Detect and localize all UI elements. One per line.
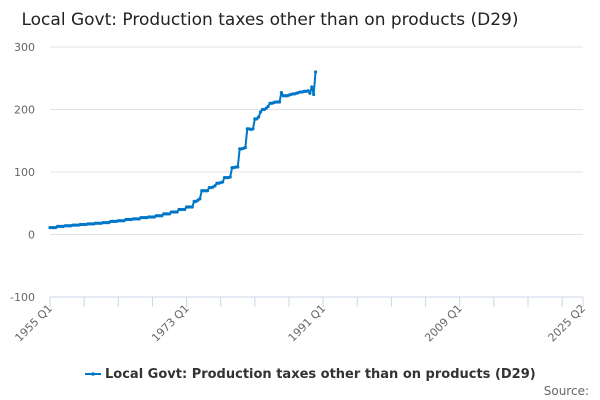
data-point [198, 197, 202, 201]
data-point [221, 180, 225, 184]
data-point [251, 127, 255, 131]
data-point [258, 110, 263, 114]
x-tick-label: 2025 Q2 [546, 302, 589, 345]
data-point [213, 184, 217, 188]
x-tick-label: 2009 Q1 [422, 302, 465, 345]
data-point [279, 91, 284, 95]
x-tick-label: 1955 Q1 [13, 302, 56, 345]
data-point [243, 146, 247, 150]
data-point [257, 115, 261, 119]
data-point [175, 210, 179, 214]
y-tick-label: 0 [28, 229, 35, 242]
chart-title: Local Govt: Production taxes other than … [21, 10, 518, 30]
data-point [266, 104, 270, 108]
data-point [308, 91, 312, 95]
legend-marker-dot [91, 372, 95, 376]
legend[interactable]: Local Govt: Production taxes other than … [85, 367, 536, 382]
data-point [236, 165, 240, 169]
data-point [277, 100, 282, 104]
y-tick-label: 200 [14, 104, 35, 117]
data-point [228, 175, 232, 179]
data-point [205, 189, 210, 193]
x-tick-label: 1973 Q1 [149, 302, 192, 345]
y-tick-label: 100 [14, 166, 35, 179]
y-tick-label: 300 [14, 41, 35, 54]
data-point [313, 70, 318, 74]
data-point [306, 89, 310, 93]
data-point [190, 205, 194, 209]
data-point [183, 207, 187, 212]
source-label: Source: [544, 384, 589, 398]
data-point [312, 92, 316, 97]
y-tick-label: -100 [10, 291, 35, 304]
data-point [310, 85, 314, 89]
series-line [50, 71, 317, 229]
legend-label: Local Govt: Production taxes other than … [105, 367, 536, 382]
x-tick-label: 1991 Q1 [286, 302, 329, 345]
